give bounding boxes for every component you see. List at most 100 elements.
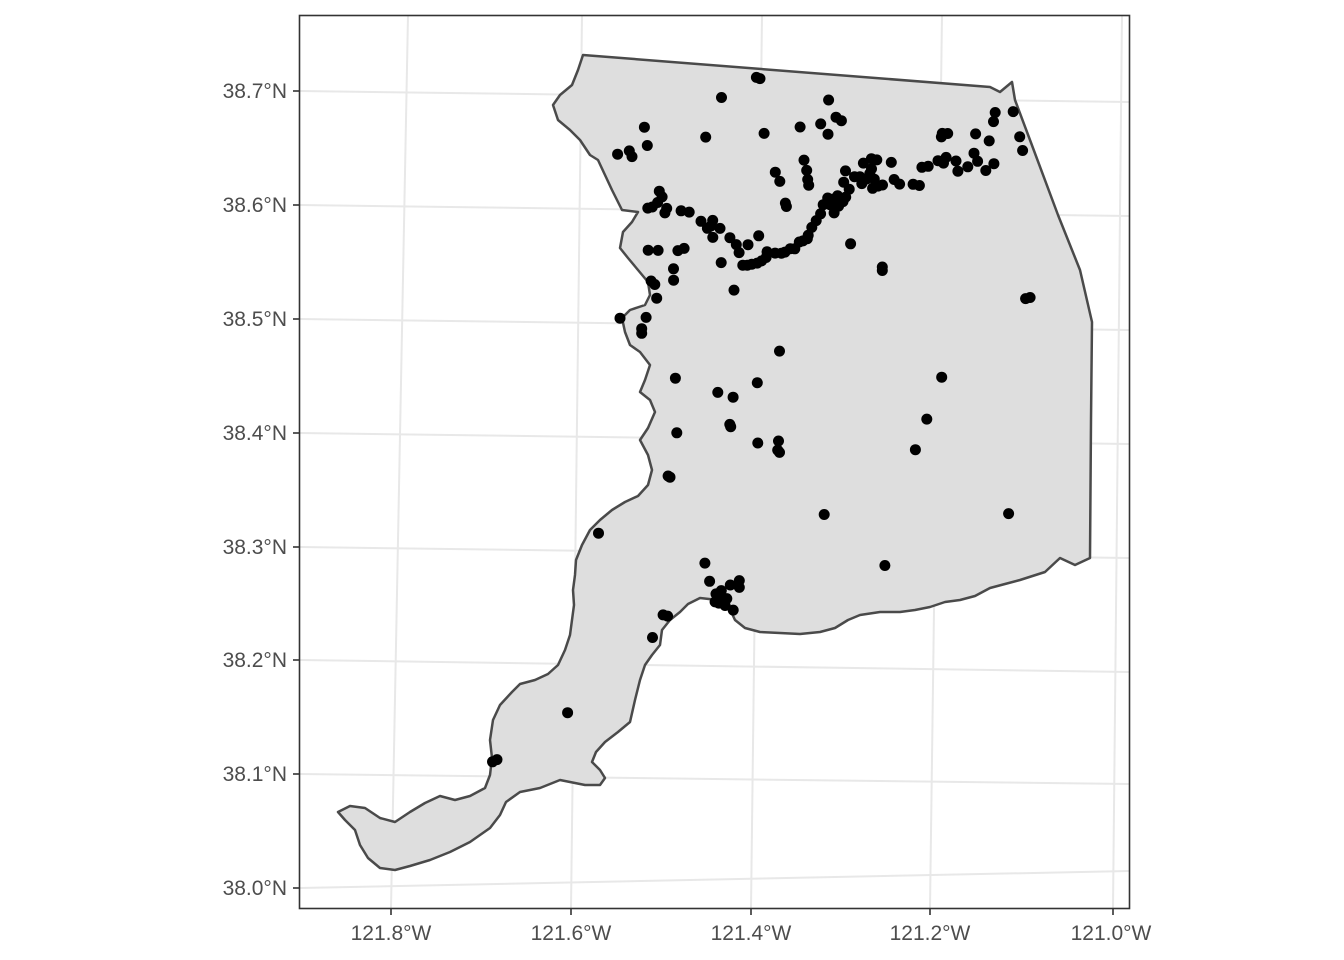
x-tick-label: 121.6°W — [531, 922, 612, 945]
site-point — [823, 94, 835, 106]
site-point — [742, 239, 754, 251]
y-tick-label: 38.3°N — [223, 536, 287, 559]
site-point — [758, 127, 770, 139]
site-point — [727, 604, 739, 616]
x-tick-label: 121.0°W — [1071, 922, 1152, 945]
site-point — [659, 207, 671, 219]
grid-line-lon-121-8 — [390, 14, 409, 909]
site-point — [877, 179, 888, 191]
site-point — [626, 151, 638, 163]
y-tick-label: 38.4°N — [223, 422, 287, 445]
y-tick-label: 38.0°N — [223, 877, 287, 900]
site-point — [950, 155, 962, 167]
site-point — [921, 413, 933, 425]
site-point — [761, 246, 773, 258]
site-point — [1003, 508, 1015, 520]
site-point — [715, 257, 727, 269]
site-point — [725, 421, 737, 433]
site-point — [822, 128, 834, 140]
site-point — [935, 131, 947, 143]
site-point — [815, 118, 827, 130]
site-point — [983, 135, 995, 147]
site-point — [952, 165, 964, 177]
site-point — [801, 164, 813, 176]
site-point — [640, 311, 652, 323]
site-point — [713, 597, 725, 609]
site-point — [769, 247, 781, 259]
site-point — [638, 121, 650, 133]
site-point — [794, 121, 806, 133]
y-tick-label: 38.2°N — [223, 649, 287, 672]
site-point — [857, 157, 869, 169]
site-point — [876, 265, 888, 276]
site-point — [824, 199, 836, 211]
site-point — [695, 215, 707, 227]
site-point — [636, 327, 648, 339]
site-point — [612, 148, 624, 160]
site-point — [724, 232, 736, 244]
site-point — [647, 632, 658, 643]
site-point — [653, 185, 665, 197]
site-point — [769, 166, 781, 178]
site-point — [818, 509, 830, 520]
site-point — [922, 160, 934, 172]
site-point — [704, 575, 716, 587]
site-point — [737, 259, 749, 271]
site-point — [989, 107, 1001, 118]
site-point — [710, 588, 722, 600]
y-tick-label: 38.7°N — [223, 80, 287, 103]
grid-line-lat-38-1 — [299, 773, 1130, 785]
site-point — [671, 427, 683, 439]
site-point — [651, 292, 663, 304]
site-point — [751, 377, 763, 389]
site-point — [1014, 131, 1026, 143]
site-point — [845, 238, 857, 250]
site-point — [962, 161, 974, 173]
x-tick-label: 121.8°W — [351, 922, 432, 945]
site-point — [866, 163, 877, 175]
site-point — [988, 158, 1000, 170]
site-point — [707, 214, 719, 226]
site-point — [733, 581, 745, 593]
site-point — [668, 263, 679, 275]
site-point — [675, 205, 687, 217]
site-point — [752, 437, 764, 449]
site-point — [798, 154, 810, 166]
y-tick-label: 38.6°N — [223, 194, 287, 217]
site-point — [727, 391, 739, 403]
site-point — [972, 155, 984, 167]
site-point — [936, 371, 948, 383]
site-point — [980, 165, 992, 176]
site-point — [642, 244, 654, 256]
site-point — [774, 345, 785, 357]
site-point — [730, 239, 742, 251]
site-point — [652, 244, 664, 256]
site-point — [683, 206, 695, 218]
site-point — [657, 609, 669, 621]
x-tick-label: 121.2°W — [890, 922, 971, 945]
site-point — [970, 128, 982, 140]
site-point — [840, 191, 852, 203]
points-layer — [487, 71, 1036, 768]
site-point — [754, 73, 766, 85]
x-axis: 121.8°W 121.6°W 121.4°W 121.2°W 121.0°W — [351, 909, 1152, 945]
site-point — [840, 165, 851, 177]
site-point — [668, 274, 680, 286]
site-point — [774, 446, 785, 458]
site-point — [707, 231, 719, 243]
grid-line-lat-38-0 — [299, 870, 1130, 889]
site-point — [1024, 292, 1036, 303]
site-point — [714, 222, 726, 234]
site-point — [780, 201, 792, 212]
site-point — [487, 756, 498, 768]
site-point — [724, 579, 736, 591]
site-point — [773, 435, 784, 447]
site-point — [641, 140, 653, 151]
site-point — [672, 245, 684, 257]
site-point — [885, 156, 897, 168]
site-point — [909, 444, 921, 456]
site-point — [1007, 106, 1019, 118]
site-point — [894, 178, 906, 190]
y-axis: 38.0°N 38.1°N 38.2°N 38.3°N 38.4°N 38.5°… — [223, 80, 299, 900]
site-point — [664, 471, 676, 483]
